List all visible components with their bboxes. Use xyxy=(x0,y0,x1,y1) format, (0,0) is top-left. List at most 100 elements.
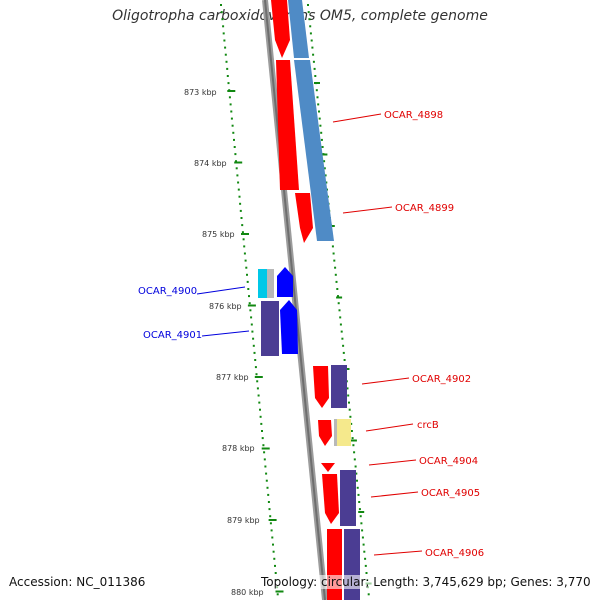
tick-dot xyxy=(224,53,227,56)
gene-label-ocar-4905[interactable]: OCAR_4905 xyxy=(421,488,480,499)
tick-dot xyxy=(265,479,268,482)
tick-dot xyxy=(236,174,239,177)
gene-feature-red[interactable] xyxy=(276,60,299,190)
tick-dot xyxy=(267,493,270,496)
gene-label-ocar-4898[interactable]: OCAR_4898 xyxy=(384,110,443,121)
gene-label-ocar-4906[interactable]: OCAR_4906 xyxy=(425,548,484,559)
kbp-label: 878 kbp xyxy=(222,444,255,453)
gene-feature-purple[interactable] xyxy=(331,365,347,408)
gene-feature-purple[interactable] xyxy=(340,470,356,526)
tick-dot xyxy=(258,401,261,404)
major-tick xyxy=(241,233,249,235)
tick-dot xyxy=(252,344,255,347)
tick-dot xyxy=(259,415,262,418)
tick-dot xyxy=(234,153,237,156)
tick-dot xyxy=(224,46,227,49)
major-tick xyxy=(275,590,284,593)
tick-dot xyxy=(342,344,345,347)
tick-dot xyxy=(361,536,364,539)
tick-dot xyxy=(343,359,346,361)
gene-feature-blue[interactable] xyxy=(280,300,298,354)
tick-dot xyxy=(340,330,343,333)
gene-label-ocar-4904[interactable]: OCAR_4904 xyxy=(419,456,478,467)
tick-dot xyxy=(249,309,252,312)
tick-dot xyxy=(312,60,315,63)
tick-dot xyxy=(254,366,257,369)
tick-dot xyxy=(351,437,354,440)
tick-dot xyxy=(248,302,251,305)
tick-tracks xyxy=(220,4,372,596)
tick-dot xyxy=(358,501,361,503)
tick-dot xyxy=(261,437,264,440)
tick-dot xyxy=(323,160,326,163)
gene-feature-red[interactable] xyxy=(321,463,335,472)
gene-label-crcb[interactable]: crcB xyxy=(417,420,439,431)
kbp-label: 873 kbp xyxy=(184,88,217,97)
tick-dot xyxy=(273,557,276,560)
tick-dot xyxy=(227,82,230,85)
gene-label-ocar-4901[interactable]: OCAR_4901 xyxy=(143,330,202,341)
genome-backbone xyxy=(262,0,328,600)
tick-dot xyxy=(242,238,245,241)
tick-dot xyxy=(222,32,225,35)
tick-dot xyxy=(220,11,223,14)
kbp-label: 875 kbp xyxy=(202,230,235,239)
tick-dot xyxy=(312,53,315,56)
tick-dot xyxy=(331,245,334,248)
tick-dot xyxy=(251,330,254,333)
tick-dot xyxy=(226,75,229,77)
gene-feature-red[interactable] xyxy=(318,420,332,446)
tick-dot xyxy=(307,4,309,6)
gene-feature-steelblue[interactable] xyxy=(288,0,309,58)
tick-dot xyxy=(241,224,244,227)
gene-label-ocar-4902[interactable]: OCAR_4902 xyxy=(412,374,471,385)
tick-dot xyxy=(336,288,339,290)
gene-feature-red[interactable] xyxy=(295,193,313,243)
tick-dot xyxy=(334,273,337,276)
gene-feature-red[interactable] xyxy=(322,474,339,524)
gene-feature-red[interactable] xyxy=(271,0,290,58)
tick-dot xyxy=(260,422,263,425)
gene-label-ocar-4899[interactable]: OCAR_4899 xyxy=(395,203,454,214)
tick-dot xyxy=(307,11,310,14)
tick-dot xyxy=(318,110,320,113)
tick-dot xyxy=(350,430,353,432)
gene-feature-gray[interactable] xyxy=(334,419,337,446)
genome-summary-text: Topology: circular; Length: 3,745,629 bp… xyxy=(261,575,591,589)
tick-dot xyxy=(271,536,274,539)
gene-feature-purple[interactable] xyxy=(344,529,360,600)
tick-dot xyxy=(352,444,355,447)
gene-feature-blue[interactable] xyxy=(277,267,293,297)
major-tick xyxy=(254,376,263,378)
gene-feature-red[interactable] xyxy=(327,529,342,600)
tick-dot xyxy=(239,202,242,205)
gene-feature-steelblue[interactable] xyxy=(294,60,334,241)
gene-feature-cyan[interactable] xyxy=(258,269,267,298)
tick-dot xyxy=(226,67,229,70)
tick-dot xyxy=(245,266,248,269)
tick-dot xyxy=(244,259,247,262)
tick-dot xyxy=(349,415,352,418)
tick-dot xyxy=(354,465,357,468)
tick-dot xyxy=(348,408,351,411)
gene-feature-red[interactable] xyxy=(313,366,329,408)
kbp-label: 874 kbp xyxy=(194,159,227,168)
tick-dot xyxy=(272,543,274,546)
kbp-label: 877 kbp xyxy=(216,373,249,382)
tick-dot xyxy=(266,486,269,489)
gene-feature-purple[interactable] xyxy=(261,301,279,356)
gene-feature-yellow[interactable] xyxy=(336,419,351,446)
tick-dot xyxy=(263,451,266,454)
tick-dot xyxy=(269,522,272,525)
tick-dot xyxy=(238,195,241,198)
tick-dot xyxy=(313,67,316,70)
tick-dot xyxy=(364,557,367,560)
tick-dot xyxy=(324,174,327,177)
tick-dot xyxy=(358,508,361,511)
tick-dot xyxy=(361,529,364,532)
tick-dot xyxy=(356,479,358,482)
gene-label-ocar-4900[interactable]: OCAR_4900 xyxy=(138,286,197,297)
gene-feature-gray[interactable] xyxy=(267,269,274,298)
tick-dot xyxy=(359,515,362,518)
